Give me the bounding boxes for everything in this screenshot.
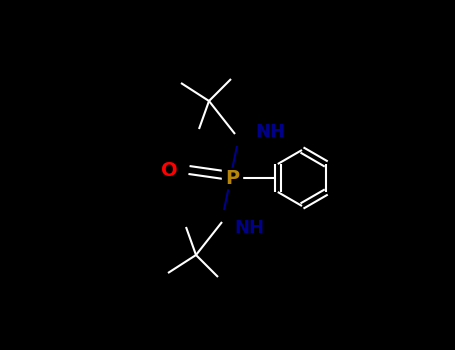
Text: NH: NH — [234, 219, 264, 237]
Bar — [222, 168, 242, 188]
Text: NH: NH — [255, 123, 285, 141]
Text: O: O — [161, 161, 177, 180]
Text: P: P — [225, 168, 239, 188]
